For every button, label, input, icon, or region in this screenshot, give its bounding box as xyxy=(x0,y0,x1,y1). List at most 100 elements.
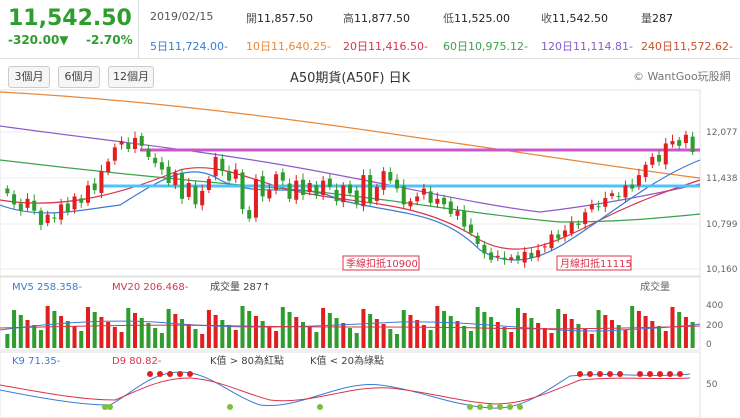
candle-body xyxy=(583,212,588,224)
candle-body xyxy=(59,204,64,220)
volume-bar xyxy=(442,311,447,348)
volume-bar xyxy=(247,311,252,348)
ma20-line xyxy=(0,167,701,250)
kd-overbought-dot xyxy=(647,371,653,377)
ma-60: 60日10,975.12- xyxy=(443,40,528,53)
volume-bar xyxy=(159,333,164,348)
candle-body xyxy=(455,210,460,216)
candle-body xyxy=(85,185,90,203)
volume-bar xyxy=(32,325,37,348)
annotation-month-line: 月線扣抵11115 xyxy=(560,257,632,270)
candle-body xyxy=(240,172,245,210)
volume-bar xyxy=(119,332,124,348)
volume-bar xyxy=(663,331,668,348)
candle-body xyxy=(119,141,124,145)
ma120-line xyxy=(0,125,701,213)
volume-bar xyxy=(408,315,413,348)
volume-bar xyxy=(381,324,386,348)
candle-body xyxy=(267,190,272,199)
volume-bar xyxy=(294,317,299,348)
candle-body xyxy=(213,156,218,177)
kd-overbought-dot xyxy=(677,371,683,377)
volume-bar xyxy=(166,309,171,348)
volume-bar xyxy=(569,319,574,348)
range-3m-button[interactable]: 3個月 xyxy=(8,66,50,88)
volume-bar xyxy=(260,321,265,348)
candle-body xyxy=(515,255,520,260)
volume-bar xyxy=(341,323,346,348)
volume-bar xyxy=(361,309,366,348)
volume-bar xyxy=(227,325,232,348)
kd-oversold-dot xyxy=(497,404,503,410)
range-12m-button[interactable]: 12個月 xyxy=(108,66,154,88)
volume-bar xyxy=(495,322,500,348)
range-6m-button[interactable]: 6個月 xyxy=(58,66,100,88)
volume-bar xyxy=(623,330,628,348)
candle-body xyxy=(146,148,151,157)
candle-body xyxy=(106,161,111,173)
high-stat: 高11,877.50 xyxy=(343,12,410,25)
volume-bar xyxy=(193,329,198,348)
kd-oversold-dot xyxy=(107,404,113,410)
volume-bar xyxy=(213,315,218,348)
candle-body xyxy=(334,189,339,202)
kd-tick-label: 50 xyxy=(706,380,718,390)
kd-overbought-dot xyxy=(667,371,673,377)
volume-bar xyxy=(395,334,400,348)
candle-body xyxy=(462,210,467,227)
candle-body xyxy=(489,252,494,260)
volume-bar xyxy=(415,320,420,348)
candle-body xyxy=(260,176,265,197)
candle-body xyxy=(247,210,252,219)
volume-stat: 量287 xyxy=(641,12,673,25)
volume-bars-group xyxy=(5,306,695,348)
candle-body xyxy=(670,141,675,145)
kd-dots-group xyxy=(102,371,683,410)
volume-bar xyxy=(683,317,688,348)
candle-body xyxy=(206,179,211,190)
volume-bar xyxy=(72,326,77,348)
volume-bar xyxy=(38,330,43,348)
volume-bar xyxy=(25,320,30,348)
y-tick-label: 12,077 xyxy=(706,128,738,138)
volume-bar xyxy=(522,313,527,348)
kd-oversold-dot xyxy=(227,404,233,410)
candle-body xyxy=(616,196,621,198)
volume-bar xyxy=(146,323,151,348)
candle-body xyxy=(112,147,117,161)
volume-bar xyxy=(280,307,285,348)
volume-tick-label: 0 xyxy=(706,340,712,350)
candle-body xyxy=(657,154,662,162)
candle-body xyxy=(72,196,77,210)
kd-overbought-dot xyxy=(607,371,613,377)
kd-oversold-dot xyxy=(517,404,523,410)
candle-body xyxy=(603,198,608,207)
y-tick-label: 10,799 xyxy=(706,220,738,230)
candle-body xyxy=(220,158,225,172)
mv5-line xyxy=(0,320,701,332)
candle-body xyxy=(126,142,131,149)
kd-oversold-dot xyxy=(102,404,108,410)
volume-bar xyxy=(515,308,520,348)
candle-body xyxy=(65,203,70,213)
candle-body xyxy=(321,180,326,195)
candle-body xyxy=(415,196,420,202)
candle-body xyxy=(166,166,171,183)
candle-body xyxy=(468,224,473,233)
volume-bar xyxy=(542,328,547,348)
candle-body xyxy=(347,184,353,194)
volume-bar xyxy=(99,317,104,348)
volume-bar xyxy=(657,326,662,348)
candle-body xyxy=(589,204,594,210)
candles-group xyxy=(5,130,695,268)
y-tick-label: 11,438 xyxy=(706,174,738,184)
candle-body xyxy=(495,255,500,257)
open-stat: 開11,857.50 xyxy=(246,12,313,25)
volume-bar xyxy=(220,320,225,348)
annotation-quarter-line: 季線扣抵10900 xyxy=(346,257,418,270)
candle-body xyxy=(643,164,648,177)
volume-bar xyxy=(576,324,581,348)
volume-bar xyxy=(5,334,10,348)
volume-bar xyxy=(106,322,111,348)
